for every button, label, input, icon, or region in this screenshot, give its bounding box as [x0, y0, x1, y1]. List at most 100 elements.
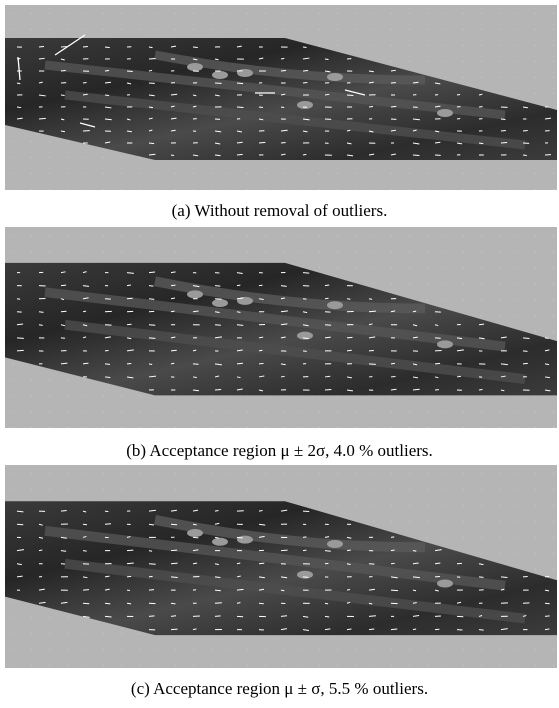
vector [324, 602, 329, 605]
vector [346, 129, 351, 132]
outlier-vector [79, 122, 96, 128]
grid-dot [463, 395, 464, 396]
grid-dot [121, 29, 122, 30]
grid-dot [67, 427, 68, 428]
grid-dot [319, 395, 320, 396]
grid-dot [31, 649, 32, 650]
grid-dot [13, 665, 14, 666]
grid-dot [373, 505, 374, 506]
grid-dot [517, 553, 518, 554]
vector [82, 45, 88, 48]
vector [214, 154, 221, 157]
grid-dot [211, 189, 212, 190]
outlier-vector [54, 34, 86, 56]
grid-dot [391, 649, 392, 650]
vector [434, 549, 442, 552]
grid-dot [31, 157, 32, 158]
vector [82, 523, 88, 526]
grid-dot [481, 283, 482, 284]
vector [82, 550, 87, 552]
grid-dot [31, 29, 32, 30]
grid-dot [121, 189, 122, 190]
grid-dot [463, 489, 464, 490]
grid-dot [499, 13, 500, 14]
vector [544, 337, 549, 339]
grid-dot [157, 473, 158, 474]
vector [456, 349, 464, 352]
grid-dot [139, 251, 140, 252]
vector [104, 69, 110, 72]
grid-dot [553, 61, 554, 62]
vector [192, 549, 199, 552]
vector [280, 375, 285, 378]
grid-dot [67, 235, 68, 236]
vector [170, 509, 177, 512]
grid-dot [391, 45, 392, 46]
bright-spot [237, 535, 253, 544]
vector [16, 82, 21, 85]
vector [280, 153, 286, 156]
vector [38, 94, 46, 97]
grid-dot [373, 411, 374, 412]
grid-dot [103, 157, 104, 158]
grid-dot [553, 537, 554, 538]
grid-dot [139, 189, 140, 190]
grid-dot [85, 395, 86, 396]
vector [368, 336, 376, 339]
vector [390, 129, 397, 132]
streak [64, 558, 526, 624]
grid-dot [535, 93, 536, 94]
vector [104, 363, 111, 365]
grid-dot [409, 29, 410, 30]
bright-spot [437, 340, 453, 349]
grid-dot [535, 189, 536, 190]
vector [368, 323, 373, 326]
grid-dot [373, 489, 374, 490]
grid-dot [553, 283, 554, 284]
vector [236, 388, 243, 391]
vector [368, 153, 375, 156]
vector [214, 336, 222, 339]
grid-dot [373, 29, 374, 30]
grid-dot [319, 665, 320, 666]
vector [236, 45, 242, 48]
vector [258, 118, 264, 121]
grid-dot [301, 189, 302, 190]
vector [280, 323, 288, 326]
grid-dot [67, 141, 68, 142]
vector [104, 575, 110, 578]
grid-dot [67, 665, 68, 666]
grid-dot [535, 411, 536, 412]
grid-dot [301, 395, 302, 396]
grid-dot [67, 251, 68, 252]
grid-dot [499, 489, 500, 490]
vector [456, 337, 463, 340]
grid-dot [229, 173, 230, 174]
grid-dot [103, 633, 104, 634]
grid-dot [301, 173, 302, 174]
vector [522, 350, 528, 352]
grid-dot [481, 299, 482, 300]
vector [412, 589, 417, 592]
grid-dot [535, 665, 536, 666]
grid-dot [247, 649, 248, 650]
grid-dot [103, 235, 104, 236]
grid-dot [553, 489, 554, 490]
vector [500, 588, 505, 591]
grid-dot [463, 235, 464, 236]
vector [38, 324, 43, 326]
grid-dot [355, 489, 356, 490]
grid-dot [427, 299, 428, 300]
vector [60, 130, 66, 133]
vector [324, 70, 331, 73]
grid-dot [283, 489, 284, 490]
grid-dot [229, 13, 230, 14]
vector [500, 375, 506, 378]
vector [258, 141, 266, 144]
bright-spot [212, 71, 228, 79]
streak [154, 276, 426, 314]
vector [544, 615, 550, 617]
vector [192, 154, 199, 157]
grid-dot [535, 489, 536, 490]
grid-dot [427, 61, 428, 62]
